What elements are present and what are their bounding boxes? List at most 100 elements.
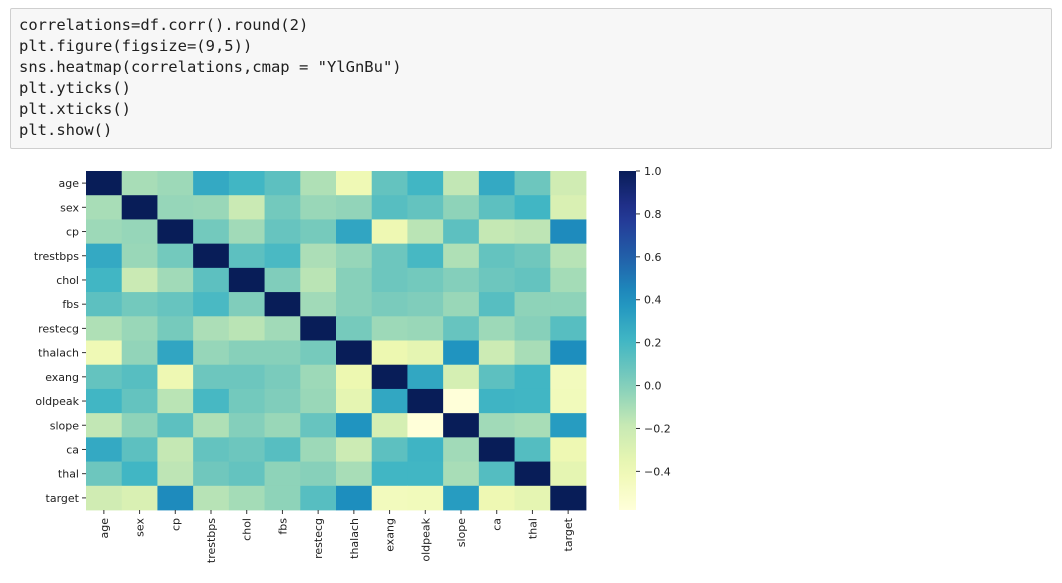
heatmap-cell-thal-restecg — [300, 461, 337, 487]
heatmap-cell-thalach-target — [550, 340, 587, 366]
heatmap-cell-slope-fbs — [264, 413, 301, 438]
heatmap-cell-chol-exang — [371, 267, 408, 293]
heatmap-cell-ca-restecg — [300, 437, 337, 462]
heatmap-cell-oldpeak-thal — [514, 388, 551, 414]
heatmap-cell-trestbps-thalach — [336, 243, 373, 269]
heatmap-cell-cp-chol — [228, 219, 265, 245]
y-tick-label-age: age — [59, 177, 80, 190]
heatmap-cell-target-trestbps — [193, 485, 230, 511]
heatmap-cell-thalach-sex — [121, 340, 158, 366]
heatmap-cell-cp-fbs — [264, 219, 301, 245]
colorbar-tick-label: −0.4 — [644, 465, 671, 478]
y-tick-label-ca: ca — [66, 443, 79, 456]
heatmap-cell-trestbps-oldpeak — [407, 243, 444, 269]
colorbar-tick-label: 0.6 — [644, 251, 662, 264]
heatmap-cell-thalach-oldpeak — [407, 340, 444, 366]
heatmap-cell-age-slope — [443, 171, 480, 196]
heatmap-cell-oldpeak-slope — [443, 388, 480, 414]
heatmap-cell-thalach-thal — [514, 340, 551, 366]
heatmap-cell-cp-sex — [121, 219, 158, 245]
heatmap-cell-fbs-fbs — [264, 292, 301, 317]
heatmap-cell-fbs-restecg — [300, 292, 337, 317]
heatmap-cell-exang-sex — [121, 364, 158, 390]
heatmap-cell-exang-fbs — [264, 364, 301, 390]
y-tick-label-sex: sex — [60, 201, 79, 214]
heatmap-cell-thal-slope — [443, 461, 480, 487]
heatmap-cell-thalach-exang — [371, 340, 408, 366]
heatmap-cell-thal-exang — [371, 461, 408, 487]
heatmap-cell-age-ca — [478, 171, 515, 196]
heatmap-cell-restecg-cp — [157, 316, 194, 341]
heatmap-cell-fbs-age — [86, 292, 123, 317]
colorbar-tick-label: 0.2 — [644, 337, 662, 350]
heatmap-cell-thalach-restecg — [300, 340, 337, 366]
y-tick-label-target: target — [46, 492, 80, 505]
heatmap-cell-exang-exang — [371, 364, 408, 390]
heatmap-cell-target-oldpeak — [407, 485, 444, 511]
heatmap-cell-sex-trestbps — [193, 195, 230, 220]
heatmap-cell-restecg-target — [550, 316, 587, 341]
heatmap-cell-oldpeak-fbs — [264, 388, 301, 414]
heatmap-cell-age-age — [86, 171, 123, 196]
heatmap-cell-fbs-thal — [514, 292, 551, 317]
heatmap-cell-age-thalach — [336, 171, 373, 196]
heatmap-cell-oldpeak-oldpeak — [407, 388, 444, 414]
heatmap-cell-age-thal — [514, 171, 551, 196]
heatmap-cell-age-target — [550, 171, 587, 196]
heatmap-cell-restecg-oldpeak — [407, 316, 444, 341]
y-tick-label-fbs: fbs — [62, 298, 79, 311]
colorbar-tick-label: 1.0 — [644, 165, 662, 178]
heatmap-cell-age-restecg — [300, 171, 337, 196]
code-line: plt.xticks() — [19, 100, 131, 118]
heatmap-cell-target-fbs — [264, 485, 301, 511]
heatmap-cell-ca-ca — [478, 437, 515, 462]
heatmap-cell-trestbps-exang — [371, 243, 408, 269]
colorbar-gradient — [619, 171, 636, 510]
heatmap-cell-sex-slope — [443, 195, 480, 220]
heatmap-cell-slope-cp — [157, 413, 194, 438]
heatmap-cell-restecg-ca — [478, 316, 515, 341]
heatmap-cell-trestbps-restecg — [300, 243, 337, 269]
heatmap-cell-sex-chol — [228, 195, 265, 220]
heatmap-cell-cp-restecg — [300, 219, 337, 245]
colorbar-tick-label: 0.4 — [644, 294, 662, 307]
heatmap-cell-thal-thalach — [336, 461, 373, 487]
heatmap-cell-age-fbs — [264, 171, 301, 196]
y-tick-label-restecg: restecg — [38, 322, 79, 335]
code-cell[interactable]: correlations=df.corr().round(2) plt.figu… — [10, 8, 1052, 149]
y-tick-label-oldpeak: oldpeak — [35, 395, 79, 408]
heatmap-cell-restecg-chol — [228, 316, 265, 341]
x-tick-label-trestbps: trestbps — [205, 518, 218, 563]
heatmap-cell-sex-ca — [478, 195, 515, 220]
heatmap-cell-exang-thal — [514, 364, 551, 390]
heatmap-cell-chol-ca — [478, 267, 515, 293]
heatmap-cell-ca-sex — [121, 437, 158, 462]
heatmap-cell-target-chol — [228, 485, 265, 511]
heatmap-cell-thal-oldpeak — [407, 461, 444, 487]
heatmap-cell-slope-sex — [121, 413, 158, 438]
heatmap-cell-sex-cp — [157, 195, 194, 220]
heatmap-cell-fbs-thalach — [336, 292, 373, 317]
heatmap-cell-ca-chol — [228, 437, 265, 462]
heatmap-cell-oldpeak-sex — [121, 388, 158, 414]
heatmap-cell-restecg-restecg — [300, 316, 337, 341]
x-tick-label-exang: exang — [384, 518, 397, 552]
x-tick-label-slope: slope — [455, 518, 468, 547]
heatmap-cell-restecg-thalach — [336, 316, 373, 341]
heatmap-cell-trestbps-trestbps — [193, 243, 230, 269]
colorbar-tick-label: 0.8 — [644, 208, 662, 221]
x-tick-label-restecg: restecg — [312, 518, 325, 559]
y-tick-label-chol: chol — [56, 274, 79, 287]
x-tick-label-fbs: fbs — [276, 518, 289, 535]
heatmap-cell-slope-exang — [371, 413, 408, 438]
heatmap-cell-trestbps-sex — [121, 243, 158, 269]
heatmap-cell-chol-cp — [157, 267, 194, 293]
heatmap-cell-chol-target — [550, 267, 587, 293]
heatmap-cell-trestbps-fbs — [264, 243, 301, 269]
colorbar-tick-label: −0.2 — [644, 422, 671, 435]
heatmap-cell-thal-age — [86, 461, 123, 487]
heatmap-cell-oldpeak-restecg — [300, 388, 337, 414]
y-tick-label-thal: thal — [58, 468, 79, 481]
heatmap-cell-exang-target — [550, 364, 587, 390]
